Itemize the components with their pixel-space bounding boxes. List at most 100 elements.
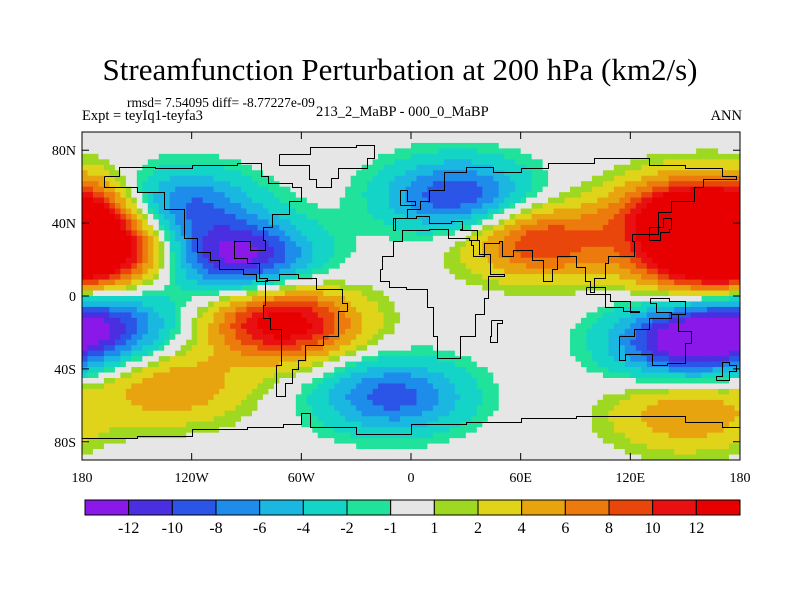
- field-cell: [701, 279, 708, 286]
- field-cell: [295, 350, 302, 357]
- field-cell: [718, 323, 725, 330]
- field-cell: [454, 345, 461, 352]
- field-cell: [465, 285, 472, 292]
- field-cell: [213, 159, 220, 166]
- field-cell: [427, 137, 434, 144]
- field-cell: [197, 159, 204, 166]
- field-cell: [641, 214, 648, 221]
- field-cell: [284, 235, 291, 242]
- field-cell: [295, 268, 302, 275]
- field-cell: [208, 339, 215, 346]
- field-cell: [575, 285, 582, 292]
- field-cell: [520, 197, 527, 204]
- field-cell: [663, 257, 670, 264]
- field-cell: [164, 159, 171, 166]
- field-cell: [411, 263, 418, 270]
- field-cell: [663, 224, 670, 231]
- field-cell: [520, 263, 527, 270]
- field-cell: [186, 137, 193, 144]
- field-cell: [268, 306, 275, 313]
- field-cell: [559, 263, 566, 270]
- field-cell: [630, 312, 637, 319]
- field-cell: [180, 214, 187, 221]
- field-cell: [175, 235, 182, 242]
- field-cell: [219, 208, 226, 215]
- field-cell: [663, 306, 670, 313]
- field-cell: [290, 350, 297, 357]
- field-cell: [427, 301, 434, 308]
- field-cell: [131, 317, 138, 324]
- field-cell: [498, 153, 505, 160]
- field-cell: [729, 268, 736, 275]
- field-cell: [142, 334, 149, 341]
- field-cell: [175, 170, 182, 177]
- field-cell: [416, 137, 423, 144]
- field-cell: [471, 323, 478, 330]
- field-cell: [729, 148, 736, 155]
- field-cell: [701, 203, 708, 210]
- field-cell: [147, 328, 154, 335]
- field-cell: [389, 339, 396, 346]
- field-cell: [241, 257, 248, 264]
- field-cell: [635, 246, 642, 253]
- field-cell: [109, 197, 116, 204]
- field-cell: [542, 317, 549, 324]
- field-cell: [520, 203, 527, 210]
- field-cell: [608, 148, 615, 155]
- field-cell: [498, 290, 505, 297]
- field-cell: [147, 181, 154, 188]
- field-cell: [306, 306, 313, 313]
- field-cell: [186, 257, 193, 264]
- field-cell: [707, 241, 714, 248]
- field-cell: [586, 203, 593, 210]
- field-cell: [559, 175, 566, 182]
- field-cell: [602, 175, 609, 182]
- field-cell: [120, 274, 127, 281]
- field-cell: [169, 224, 176, 231]
- field-cell: [257, 153, 264, 160]
- field-cell: [400, 159, 407, 166]
- field-cell: [575, 142, 582, 149]
- field-cell: [241, 214, 248, 221]
- field-cell: [405, 203, 412, 210]
- field-cell: [624, 159, 631, 166]
- field-cell: [153, 197, 160, 204]
- field-cell: [164, 186, 171, 193]
- field-cell: [120, 301, 127, 308]
- field-cell: [400, 142, 407, 149]
- field-cell: [350, 274, 357, 281]
- field-cell: [454, 279, 461, 286]
- field-cell: [712, 246, 719, 253]
- field-cell: [142, 274, 149, 281]
- field-cell: [301, 356, 308, 363]
- field-cell: [559, 164, 566, 171]
- field-cell: [92, 142, 100, 149]
- field-cell: [175, 263, 182, 270]
- field-cell: [729, 186, 736, 193]
- field-cell: [718, 203, 725, 210]
- field-cell: [361, 323, 368, 330]
- field-cell: [542, 142, 549, 149]
- field-cell: [372, 323, 379, 330]
- field-cell: [317, 268, 324, 275]
- field-cell: [586, 345, 593, 352]
- field-cell: [339, 312, 346, 319]
- field-cell: [131, 246, 138, 253]
- field-cell: [257, 279, 264, 286]
- field-cell: [465, 296, 472, 303]
- field-cell: [734, 312, 740, 319]
- field-cell: [120, 323, 127, 330]
- field-cell: [334, 159, 341, 166]
- field-cell: [136, 312, 143, 319]
- field-cell: [350, 306, 357, 313]
- field-cell: [120, 306, 127, 313]
- field-cell: [383, 203, 390, 210]
- field-cell: [685, 132, 692, 139]
- field-cell: [641, 148, 648, 155]
- field-cell: [586, 252, 593, 259]
- field-cell: [114, 192, 121, 199]
- field-cell: [114, 148, 121, 155]
- field-cell: [602, 197, 609, 204]
- field-cell: [202, 296, 209, 303]
- field-cell: [279, 219, 286, 226]
